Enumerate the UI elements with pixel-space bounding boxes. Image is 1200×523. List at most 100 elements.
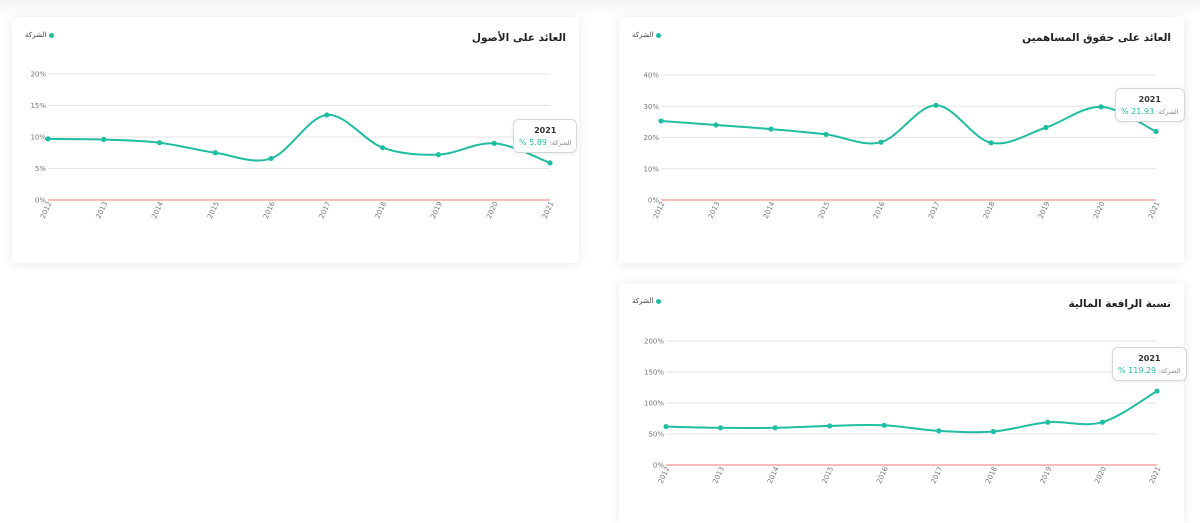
legend-dot bbox=[49, 32, 55, 38]
x-tick-label: 2021 bbox=[541, 200, 556, 220]
data-point bbox=[547, 160, 553, 166]
series-line bbox=[660, 104, 1157, 145]
data-point bbox=[491, 140, 497, 146]
roa-chart-card: العائد على الأصول الشركة 20% 15% 10% 5% 0% 20… bbox=[12, 17, 579, 263]
x-tick-label: 2017 bbox=[318, 200, 333, 220]
y-tick-label: 0% bbox=[653, 462, 664, 470]
legend-label: الشركة bbox=[632, 31, 654, 39]
data-point bbox=[101, 136, 107, 143]
data-point bbox=[878, 139, 884, 145]
data-point bbox=[1153, 128, 1159, 135]
y-tick-label: 0% bbox=[648, 197, 659, 205]
data-point bbox=[772, 425, 778, 431]
data-point bbox=[933, 102, 939, 108]
x-tick-label: 2015 bbox=[820, 465, 835, 485]
chart-title: العائد على الأصول bbox=[471, 32, 566, 44]
x-tick-label: 2014 bbox=[762, 200, 777, 220]
x-tick-label: 2019 bbox=[1039, 465, 1054, 485]
x-tick-label: 2019 bbox=[1037, 200, 1052, 220]
y-tick-label: 10% bbox=[643, 165, 659, 173]
x-tick-label: 2016 bbox=[875, 465, 890, 485]
data-point bbox=[1099, 419, 1106, 425]
x-tick-label: 2018 bbox=[982, 200, 997, 220]
legend-dot bbox=[656, 298, 662, 304]
y-tick-label: 5% bbox=[35, 165, 46, 173]
y-tick-label: 15% bbox=[30, 102, 46, 110]
x-tick-label: 2017 bbox=[927, 200, 942, 220]
data-point bbox=[212, 150, 218, 156]
leverage-chart-card: نسبة الرافعة المالية الشركة 200% 150% 100%… bbox=[619, 283, 1187, 523]
chart-tooltip: 2021 الشركة: 21.93 % bbox=[1115, 88, 1185, 122]
data-point bbox=[1045, 419, 1051, 425]
y-tick-label: 10% bbox=[30, 134, 46, 142]
tooltip-label: الشركة: bbox=[1158, 367, 1181, 375]
data-point bbox=[768, 126, 774, 132]
x-tick-label: 2013 bbox=[95, 200, 110, 220]
data-point bbox=[268, 155, 274, 162]
tooltip-value: 21.93 % bbox=[1121, 107, 1155, 116]
data-point bbox=[713, 122, 719, 128]
x-tick-label: 2017 bbox=[930, 465, 945, 485]
x-tick-label: 2016 bbox=[872, 200, 887, 220]
x-tick-label: 2021 bbox=[1147, 200, 1162, 220]
x-tick-label: 2020 bbox=[1093, 465, 1108, 485]
data-point bbox=[435, 152, 442, 158]
tooltip-label: الشركة: bbox=[1156, 108, 1179, 116]
data-point bbox=[881, 422, 887, 428]
data-point bbox=[1043, 124, 1049, 131]
x-tick-label: 2016 bbox=[262, 200, 277, 220]
y-tick-label: 200% bbox=[644, 338, 664, 346]
data-point bbox=[156, 140, 163, 146]
legend-label: الشركة bbox=[25, 31, 47, 39]
legend-label: الشركة bbox=[632, 297, 654, 305]
data-point bbox=[1154, 388, 1160, 394]
y-tick-label: 20% bbox=[643, 134, 659, 142]
data-point bbox=[380, 145, 386, 151]
x-tick-label: 2015 bbox=[206, 200, 221, 220]
tooltip-year: 2021 bbox=[1138, 354, 1161, 363]
chart-title: العائد على حقوق المساهمين bbox=[1022, 32, 1171, 44]
tooltip-value: 5.89 % bbox=[519, 138, 547, 147]
y-tick-label: 150% bbox=[644, 369, 664, 377]
x-tick-label: 2013 bbox=[711, 465, 726, 485]
chart-legend[interactable]: الشركة bbox=[25, 31, 55, 39]
chart-title: نسبة الرافعة المالية bbox=[1068, 298, 1171, 310]
x-tick-label: 2014 bbox=[150, 200, 165, 220]
data-point bbox=[717, 425, 724, 431]
tooltip-year: 2021 bbox=[1138, 95, 1161, 104]
x-tick-label: 2020 bbox=[485, 200, 500, 220]
data-point bbox=[990, 428, 996, 435]
x-tick-label: 2015 bbox=[817, 200, 832, 220]
series-line bbox=[47, 113, 551, 164]
chart-legend[interactable]: الشركة bbox=[632, 31, 662, 39]
data-point bbox=[1098, 104, 1104, 110]
line-chart: 200%150%100%50%0%2012 2013 2014 2015 2016 201… bbox=[644, 338, 1163, 485]
data-point bbox=[988, 140, 994, 146]
series-line bbox=[665, 390, 1158, 434]
data-point bbox=[936, 428, 942, 434]
chart-legend[interactable]: الشركة bbox=[632, 297, 662, 305]
roe-chart-card: العائد على حقوق المساهمين الشركة 40% 30% 2… bbox=[619, 17, 1185, 263]
x-tick-label: 2018 bbox=[984, 465, 999, 485]
y-tick-label: 30% bbox=[643, 103, 659, 111]
x-tick-label: 2019 bbox=[429, 200, 444, 220]
y-tick-label: 20% bbox=[30, 71, 46, 79]
data-point bbox=[658, 118, 664, 124]
tooltip-year: 2021 bbox=[534, 126, 557, 135]
tooltip-value: 119.29 % bbox=[1118, 366, 1157, 375]
x-tick-label: 2018 bbox=[373, 200, 388, 220]
y-tick-label: 50% bbox=[648, 431, 664, 439]
x-tick-label: 2013 bbox=[707, 200, 722, 220]
data-point bbox=[324, 112, 330, 118]
data-point bbox=[45, 136, 51, 142]
chart-tooltip: 2021 الشركة: 119.29 % bbox=[1112, 347, 1187, 381]
y-tick-label: 100% bbox=[644, 400, 664, 408]
y-tick-label: 0% bbox=[35, 197, 46, 205]
data-point bbox=[827, 423, 833, 429]
line-chart: 20%15%10%5%0%2012 2013 2014 2015 2016 2017 201… bbox=[30, 71, 556, 220]
chart-tooltip: 2021 الشركة: 5.89 % bbox=[513, 119, 578, 153]
line-chart: 40%30%20%10%0%2012 2013 2014 2015 2016 2017 20… bbox=[643, 72, 1162, 220]
data-point bbox=[663, 423, 669, 430]
legend-dot bbox=[656, 32, 662, 38]
y-tick-label: 40% bbox=[643, 72, 659, 80]
